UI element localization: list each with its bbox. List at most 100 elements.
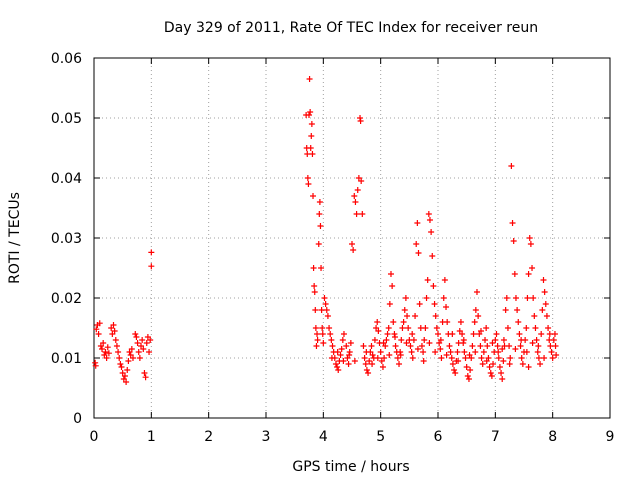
data-point xyxy=(471,319,478,325)
data-point xyxy=(375,328,382,334)
data-point xyxy=(379,364,386,370)
data-point xyxy=(499,376,506,382)
data-point xyxy=(495,349,502,355)
data-point xyxy=(324,313,331,319)
data-point xyxy=(424,277,431,283)
x-tick-label: 5 xyxy=(376,429,385,445)
data-point xyxy=(499,346,506,352)
data-point xyxy=(420,358,427,364)
y-axis-tick-labels: 0 0.01 0.02 0.03 0.04 0.05 0.06 xyxy=(51,51,82,427)
data-point xyxy=(482,337,489,343)
data-point xyxy=(311,283,318,289)
data-point xyxy=(329,343,336,349)
data-point xyxy=(545,325,552,331)
data-point xyxy=(529,340,536,346)
data-point xyxy=(523,325,530,331)
data-point xyxy=(409,355,416,361)
data-point xyxy=(319,325,326,331)
data-point xyxy=(418,343,425,349)
data-point xyxy=(387,271,394,277)
data-point xyxy=(357,118,364,124)
data-point xyxy=(351,358,358,364)
data-point xyxy=(306,112,312,118)
data-point xyxy=(321,295,328,301)
data-point xyxy=(328,355,335,361)
data-point xyxy=(512,346,519,352)
data-point xyxy=(462,355,469,361)
data-point xyxy=(326,325,333,331)
data-point xyxy=(332,361,339,367)
data-point xyxy=(548,349,555,355)
data-point xyxy=(369,361,376,367)
x-tick-label: 3 xyxy=(262,429,271,445)
data-point xyxy=(464,373,471,379)
data-point xyxy=(305,181,312,187)
data-point xyxy=(509,220,516,226)
data-point xyxy=(422,325,429,331)
y-tick-label: 0.05 xyxy=(51,111,82,127)
data-point xyxy=(447,349,454,355)
data-point xyxy=(384,331,391,337)
data-point xyxy=(124,367,131,373)
data-point xyxy=(551,331,558,337)
data-point xyxy=(323,307,330,313)
data-point xyxy=(443,304,450,310)
x-tick-label: 9 xyxy=(606,429,615,445)
data-point xyxy=(407,343,414,349)
data-point xyxy=(311,289,318,295)
data-point xyxy=(361,355,368,361)
data-point xyxy=(542,301,549,307)
data-point xyxy=(402,295,409,301)
data-point xyxy=(524,295,531,301)
data-point xyxy=(553,352,560,358)
data-point xyxy=(113,343,120,349)
data-point xyxy=(142,374,149,381)
data-point xyxy=(312,325,319,331)
data-point xyxy=(328,337,335,343)
data-point xyxy=(118,364,125,370)
data-point xyxy=(426,340,433,346)
data-point xyxy=(503,295,510,301)
data-point xyxy=(386,352,393,358)
data-point xyxy=(433,325,440,331)
data-point xyxy=(380,340,387,346)
data-point xyxy=(488,373,495,379)
chart-title: Day 329 of 2011, Rate Of TEC Index for r… xyxy=(164,20,538,36)
data-point xyxy=(147,337,154,343)
data-point xyxy=(410,337,417,343)
data-point xyxy=(327,331,334,337)
data-point xyxy=(104,344,111,351)
data-point xyxy=(473,289,480,295)
data-point xyxy=(541,355,548,361)
data-point xyxy=(512,295,519,301)
data-point xyxy=(475,313,482,319)
data-point xyxy=(351,193,358,199)
data-point xyxy=(543,313,550,319)
data-point xyxy=(412,313,419,319)
data-point xyxy=(141,370,148,376)
data-point xyxy=(386,301,393,307)
y-tick-label: 0.02 xyxy=(51,291,82,307)
data-point xyxy=(465,376,472,382)
data-point xyxy=(500,337,507,343)
data-point xyxy=(408,349,415,355)
data-point xyxy=(517,343,524,349)
data-point xyxy=(495,355,502,361)
data-point xyxy=(135,349,142,355)
data-point xyxy=(366,358,373,364)
data-point xyxy=(414,346,421,352)
data-point xyxy=(398,337,405,343)
data-point xyxy=(139,337,146,343)
data-point xyxy=(100,340,107,346)
data-point xyxy=(148,249,155,256)
data-point xyxy=(508,163,515,169)
data-point xyxy=(466,352,473,358)
data-point xyxy=(549,355,556,361)
data-point xyxy=(506,343,513,349)
x-tick-label: 1 xyxy=(147,429,156,445)
data-point xyxy=(452,370,459,376)
data-point xyxy=(337,352,344,358)
data-point xyxy=(490,361,497,367)
data-point xyxy=(335,367,342,373)
data-point xyxy=(338,346,345,352)
